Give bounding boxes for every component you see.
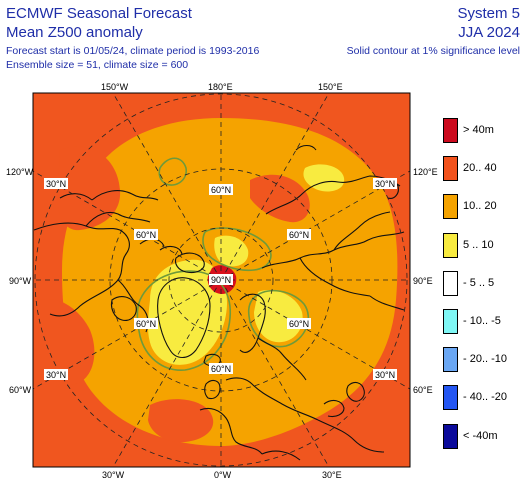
lon-label-top-1: 150°W [101, 82, 129, 92]
lat-label-90: 90°N [211, 275, 231, 285]
legend-item: > 40m [443, 118, 513, 144]
lon-label-top-2: 180°E [208, 82, 233, 92]
lon-label-left-2: 90°W [9, 276, 32, 286]
legend-swatch [443, 270, 458, 296]
anomaly-north-light [214, 235, 249, 267]
legend-item: < -40m [443, 423, 513, 450]
legend-item: 10.. 20 [443, 194, 513, 220]
legend-label: - 10.. -5 [463, 315, 501, 327]
anomaly-w-warm [38, 299, 95, 385]
legend-label: 10.. 20 [463, 200, 497, 213]
lat-label-30-nw: 30°N [46, 179, 66, 189]
lat-label-60-ne: 60°N [289, 230, 309, 240]
lat-label-30-ne: 30°N [375, 179, 395, 189]
contour-note: Solid contour at 1% significance level [346, 45, 520, 57]
legend-item: - 40.. -20 [443, 385, 513, 411]
legend-label: - 40.. -20 [463, 391, 508, 404]
anomaly-ne-warm [250, 174, 310, 223]
forecast-info: Forecast start is 01/05/24, climate peri… [6, 45, 260, 57]
legend-swatch [443, 385, 458, 411]
lon-label-right-3: 60°E [413, 385, 433, 395]
map-fields [33, 93, 410, 467]
legend-item: - 10.. -5 [443, 309, 513, 335]
legend-label: - 20.. -10 [463, 353, 508, 366]
legend-swatch [443, 347, 458, 373]
lat-label-60-se: 60°N [289, 319, 309, 329]
anomaly-outer-warm [33, 93, 410, 467]
legend-swatch [443, 232, 458, 258]
legend-label: - 5 .. 5 [463, 276, 495, 289]
legend-swatch [443, 118, 458, 143]
legend-swatch [443, 423, 458, 449]
legend-item: - 20.. -10 [443, 347, 513, 373]
legend-item: 5 .. 10 [443, 232, 513, 259]
latitude-labels: 30°N 30°N 30°N 30°N 60°N 60°N 60°N 60°N … [44, 178, 397, 380]
legend-label: < -40m [463, 429, 498, 442]
lon-label-right-2: 90°E [413, 276, 433, 286]
lon-label-left-1: 120°W [6, 167, 34, 177]
anomaly-east-light [254, 290, 303, 343]
legend-label: 5 .. 10 [463, 238, 494, 251]
lat-label-60-s: 60°N [211, 364, 231, 374]
season-label: JJA 2024 [458, 24, 520, 41]
legend-item: - 5 .. 5 [443, 270, 513, 297]
lon-label-left-3: 60°W [9, 385, 32, 395]
legend-swatch [443, 156, 458, 182]
lat-label-60-nw: 60°N [136, 230, 156, 240]
legend-label: 20.. 40 [463, 162, 497, 175]
anomaly-central-light [148, 259, 228, 365]
ensemble-info: Ensemble size = 51, climate size = 600 [6, 59, 189, 71]
lon-label-top-3: 150°E [318, 82, 343, 92]
lon-label-right-1: 120°E [413, 167, 438, 177]
longitude-labels: 150°W 180°E 150°E 30°W 0°W 30°E 120°W 90… [6, 82, 438, 480]
lat-label-60-n: 60°N [211, 185, 231, 195]
system-label: System 5 [457, 5, 520, 22]
lat-label-30-sw: 30°N [46, 370, 66, 380]
chart-title: ECMWF Seasonal Forecast [6, 5, 192, 22]
anomaly-ne-light [303, 164, 345, 192]
legend-swatch [443, 194, 458, 220]
anomaly-sw-warm [148, 399, 214, 443]
lat-label-30-se: 30°N [375, 370, 395, 380]
legend-swatch [443, 309, 458, 334]
lat-label-60-sw: 60°N [136, 319, 156, 329]
map-frame [32, 92, 411, 468]
lon-label-bottom-2: 0°W [214, 470, 232, 480]
chart-subtitle: Mean Z500 anomaly [6, 24, 143, 41]
lon-label-bottom-1: 30°W [102, 470, 125, 480]
significance-contours [136, 157, 310, 371]
lon-label-bottom-3: 30°E [322, 470, 342, 480]
legend-item: 20.. 40 [443, 156, 513, 182]
legend-label: > 40m [463, 124, 494, 136]
